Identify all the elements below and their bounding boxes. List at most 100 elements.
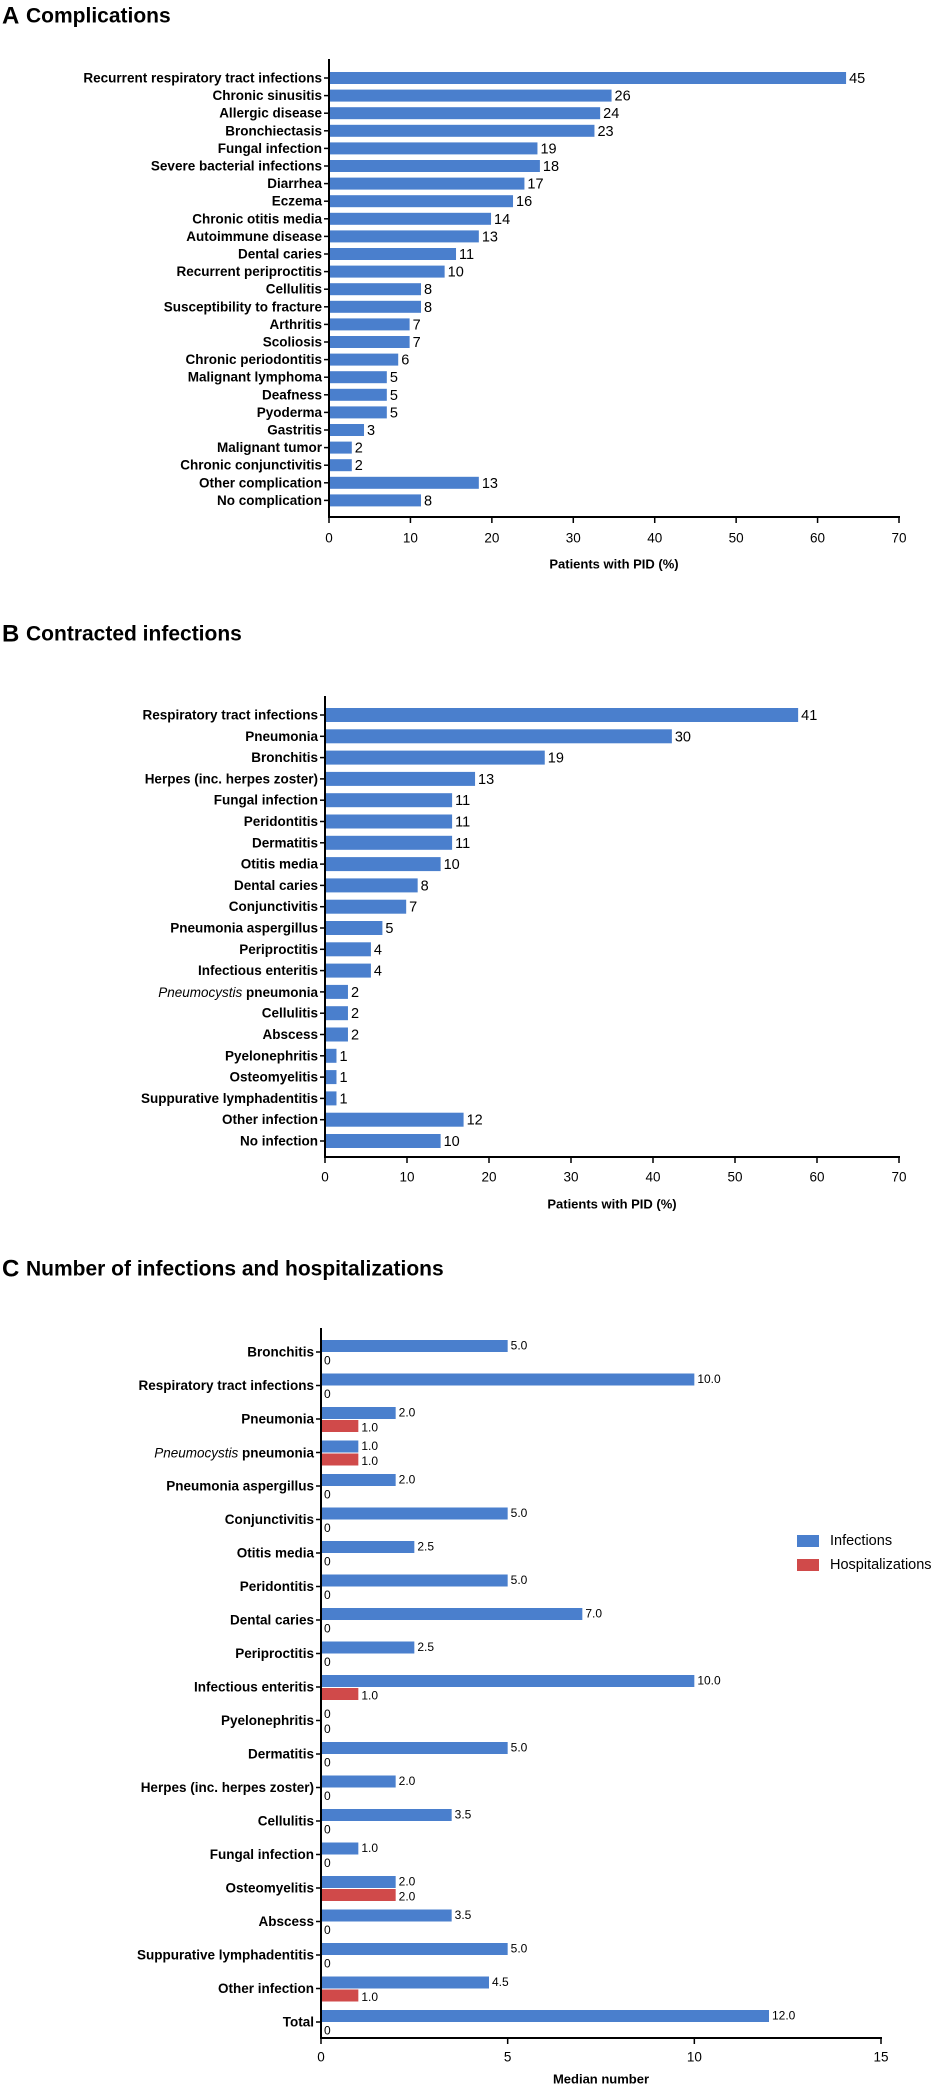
x-tick-label: 40 [645, 1170, 660, 1185]
data-label-hospitalizations: 1.0 [361, 1454, 378, 1468]
x-tick-label: 10 [403, 531, 418, 546]
bar-infections-respiratory-tract-infections [322, 1373, 695, 1386]
x-axis-title: Median number [553, 2072, 649, 2086]
category-label-herpes-inc-herpes-zoster: Herpes (inc. herpes zoster) [141, 1780, 314, 1795]
x-tick-label: 30 [563, 1170, 578, 1185]
panel-b: B Contracted infections 0 10 20 30 40 50 60 70 Pat… [2, 621, 907, 1212]
bar-infections-dental-caries [322, 1608, 583, 1620]
bar-osteomyelitis [326, 1070, 337, 1085]
category-label-gastritis: Gastritis [267, 423, 322, 438]
category-label-deafness: Deafness [262, 387, 322, 402]
bar-herpes-inc-herpes-zoster [326, 771, 476, 786]
x-tick-label: 0 [321, 1170, 329, 1185]
x-tick-label: 10 [399, 1170, 414, 1185]
legend-label-infections: Infections [830, 1533, 892, 1549]
data-label: 3 [367, 423, 375, 439]
bar-cellulitis [326, 1006, 348, 1021]
bar-susceptibility-to-fracture [330, 300, 422, 313]
data-label-hospitalizations: 0 [324, 1521, 331, 1535]
bar-no-complication [330, 494, 422, 507]
data-label-infections: 0 [324, 1707, 331, 1721]
category-label-osteomyelitis: Osteomyelitis [229, 1070, 318, 1085]
category-label-arthritis: Arthritis [269, 317, 322, 332]
bar-recurrent-respiratory-tract-infections [330, 72, 847, 84]
category-label-chronic-periodontitis: Chronic periodontitis [186, 352, 323, 367]
data-label: 30 [675, 729, 691, 745]
bar-chronic-otitis-media [330, 212, 492, 225]
bar-respiratory-tract-infections [326, 708, 799, 722]
bar-infections-cellulitis [322, 1809, 452, 1821]
bar-cellulitis [330, 283, 422, 296]
data-label: 13 [478, 772, 494, 788]
data-label: 1 [339, 1091, 347, 1107]
data-label: 4 [374, 964, 382, 980]
data-label: 24 [603, 106, 619, 122]
category-label-no-complication: No complication [217, 493, 322, 508]
data-label-infections: 5.0 [511, 1942, 528, 1956]
data-label: 13 [482, 229, 498, 245]
category-label-recurrent-periproctitis: Recurrent periproctitis [176, 264, 322, 279]
panel-letter: C [2, 1256, 19, 1283]
chart-title: Complications [26, 5, 171, 28]
bar-fungal-infection [330, 142, 538, 155]
data-label: 10 [444, 857, 460, 873]
bar-suppurative-lymphadentitis [326, 1091, 337, 1106]
panel-c: C Number of infections and hospitalizatio… [2, 1256, 932, 2086]
bar-infections-abscess [322, 1909, 452, 1922]
data-label-infections: 2.5 [417, 1640, 434, 1654]
legend-swatch-hospitalizations [797, 1559, 819, 1571]
data-label: 4 [374, 942, 382, 958]
data-label: 2 [355, 441, 363, 457]
data-label: 10 [444, 1134, 460, 1150]
x-axis-title: Patients with PID (%) [547, 1197, 676, 1212]
category-label-malignant-lymphoma: Malignant lymphoma [188, 370, 323, 385]
data-label: 5 [385, 921, 393, 937]
data-label-hospitalizations: 2.0 [399, 1890, 416, 1904]
category-label-periproctitis: Periproctitis [239, 942, 318, 957]
bar-chronic-periodontitis [330, 353, 399, 366]
data-label-infections: 5.0 [511, 1573, 528, 1587]
bar-chronic-sinusitis [330, 89, 612, 102]
panel-a: A Complications 0 10 20 30 40 50 60 70 Patients wi… [2, 3, 907, 572]
data-label: 5 [390, 388, 398, 404]
data-label: 26 [615, 89, 631, 105]
x-tick-label: 20 [481, 1170, 496, 1185]
category-label-cellulitis: Cellulitis [266, 282, 322, 297]
bar-diarrhea [330, 177, 525, 190]
data-label-infections: 4.5 [492, 1975, 509, 1989]
category-label-pyelonephritis: Pyelonephritis [221, 1713, 314, 1728]
bar-peridontitis [326, 814, 453, 829]
bar-conjunctivitis [326, 899, 407, 914]
category-label-italic: Pneumocystis [154, 1445, 238, 1460]
category-label-suppurative-lymphadentitis: Suppurative lymphadentitis [141, 1091, 318, 1106]
data-label: 23 [597, 124, 613, 140]
data-label-hospitalizations: 0 [324, 1387, 331, 1401]
bar-infectious-enteritis [326, 963, 371, 978]
data-label-infections: 10.0 [697, 1372, 721, 1386]
category-label-cellulitis: Cellulitis [262, 1006, 318, 1021]
x-tick-label: 0 [317, 2050, 325, 2065]
data-label-hospitalizations: 1.0 [361, 1421, 378, 1435]
category-label-pyoderma: Pyoderma [257, 405, 323, 420]
category-label-no-infection: No infection [240, 1134, 318, 1149]
data-label: 2 [351, 1028, 359, 1044]
bar-chronic-conjunctivitis [330, 459, 352, 472]
bar-infections-pneumonia [322, 1407, 396, 1419]
legend: Infections Hospitalizations [797, 1533, 932, 1573]
data-label: 13 [482, 476, 498, 492]
bar-bronchitis [326, 750, 545, 765]
x-tick-label: 10 [687, 2050, 702, 2065]
category-label-severe-bacterial-infections: Severe bacterial infections [151, 159, 322, 174]
bar-infections-infectious-enteritis [322, 1675, 695, 1687]
category-label-abscess: Abscess [262, 1027, 318, 1042]
category-label-rest: pneumonia [242, 984, 318, 999]
data-label-infections: 2.5 [417, 1540, 434, 1554]
data-label-infections: 2.0 [399, 1406, 416, 1420]
category-label-chronic-otitis-media: Chronic otitis media [192, 211, 322, 226]
data-label: 7 [413, 317, 421, 333]
data-label-hospitalizations: 0 [324, 1622, 331, 1636]
data-label: 2 [355, 458, 363, 474]
data-label-infections: 1.0 [361, 1841, 378, 1855]
bar-severe-bacterial-infections [330, 160, 540, 172]
